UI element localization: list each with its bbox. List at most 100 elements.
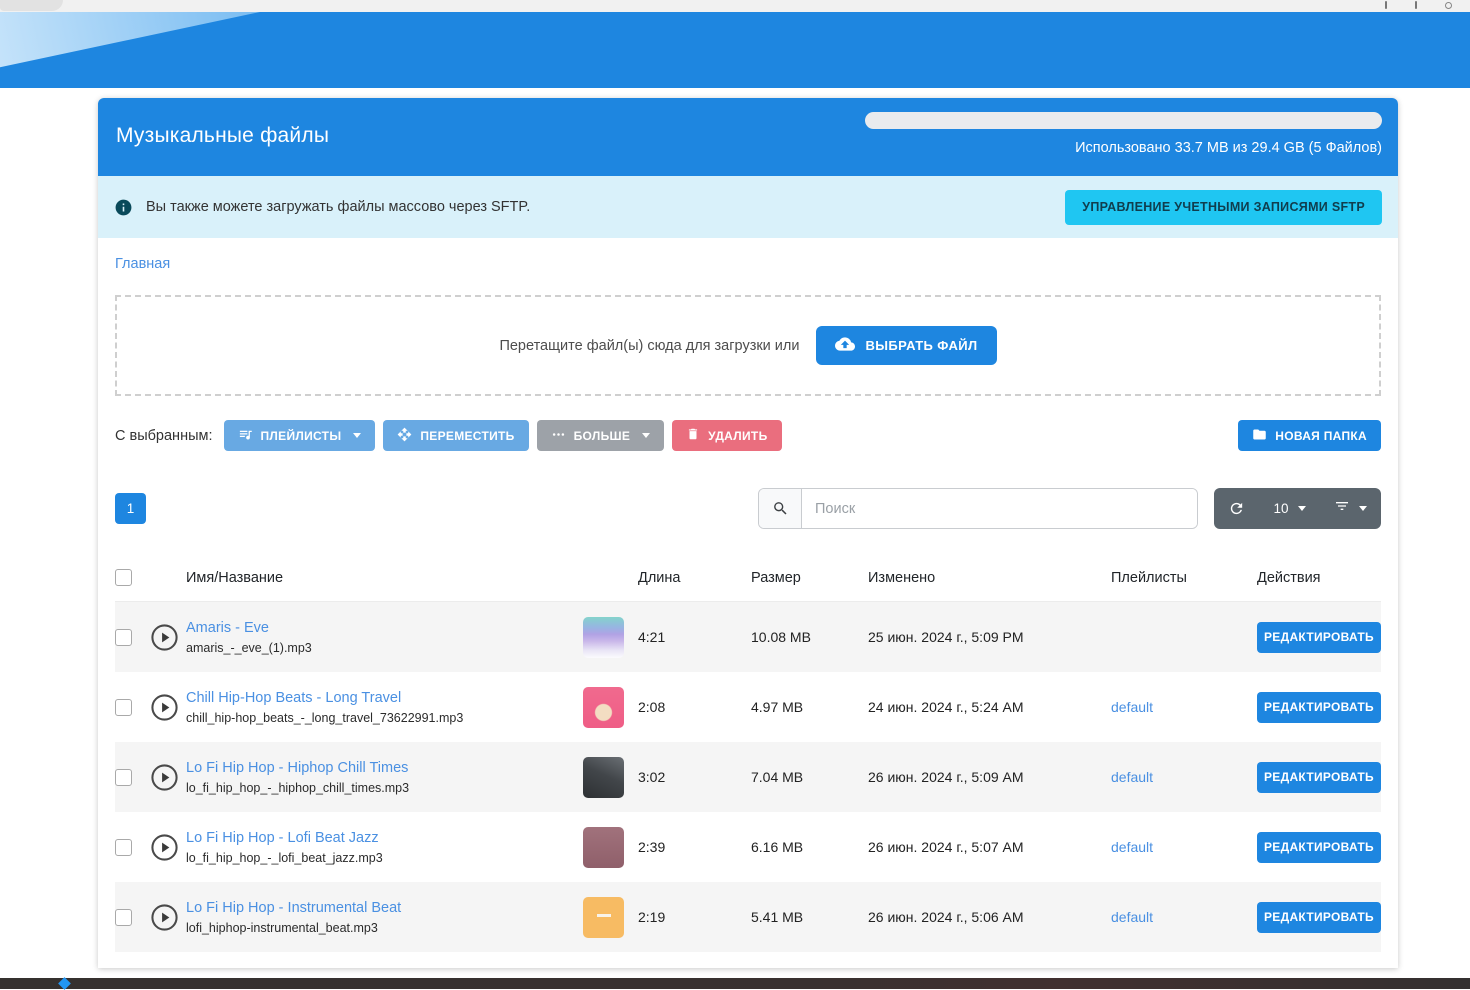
choose-file-button[interactable]: ВЫБРАТЬ ФАЙЛ <box>816 326 997 365</box>
file-title-link[interactable]: Amaris - Eve <box>186 619 269 636</box>
edit-button[interactable]: РЕДАКТИРОВАТЬ <box>1257 691 1381 723</box>
playlist-link[interactable]: default <box>1111 839 1154 855</box>
file-dropzone[interactable]: Перетащите файл(ы) сюда для загрузки или… <box>115 295 1381 396</box>
music-files-card: Музыкальные файлы Использовано 33.7 MB и… <box>98 98 1398 968</box>
file-title-link[interactable]: Chill Hip-Hop Beats - Long Travel <box>186 689 402 706</box>
edit-button[interactable]: РЕДАКТИРОВАТЬ <box>1257 761 1381 793</box>
delete-button[interactable]: УДАЛИТЬ <box>672 420 782 451</box>
row-checkbox[interactable] <box>115 908 132 926</box>
modified-cell: 24 июн. 2024 г., 5:24 AM <box>868 699 1024 715</box>
playlist-link[interactable]: default <box>1111 699 1154 715</box>
cloud-upload-icon <box>835 334 856 357</box>
file-name: lo_fi_hip_hop_-_hiphop_chill_times.mp3 <box>186 780 410 795</box>
ellipsis-icon <box>551 427 566 445</box>
page-title: Музыкальные файлы <box>116 124 330 147</box>
album-art <box>583 616 624 658</box>
dropzone-prompt: Перетащите файл(ы) сюда для загрузки или <box>499 337 800 354</box>
card-header: Музыкальные файлы Использовано 33.7 MB и… <box>98 98 1398 176</box>
play-button[interactable] <box>150 903 179 932</box>
edit-button[interactable]: РЕДАКТИРОВАТЬ <box>1257 831 1381 863</box>
search-box <box>758 488 1198 529</box>
modified-cell: 26 июн. 2024 г., 5:09 AM <box>868 769 1024 785</box>
table-row: Lo Fi Hip Hop - Instrumental Beat lofi_h… <box>115 882 1381 952</box>
browser-tab[interactable] <box>0 0 63 11</box>
header-playlists: Плейлисты <box>1111 569 1187 586</box>
header-modified: Изменено <box>868 569 936 586</box>
sort-filter-dropdown[interactable] <box>1334 498 1367 519</box>
browser-icon[interactable] <box>1415 1 1417 9</box>
file-title-link[interactable]: Lo Fi Hip Hop - Hiphop Chill Times <box>186 759 409 776</box>
chevron-down-icon <box>353 433 362 438</box>
duration-cell: 2:19 <box>638 909 666 925</box>
page-size-dropdown[interactable]: 10 <box>1273 501 1306 516</box>
row-checkbox[interactable] <box>115 838 132 856</box>
file-name: lofi_hiphop-instrumental_beat.mp3 <box>186 920 378 935</box>
modified-cell: 25 июн. 2024 г., 5:09 PM <box>868 629 1024 645</box>
browser-icon[interactable] <box>1385 1 1387 9</box>
row-checkbox[interactable] <box>115 698 132 716</box>
chevron-down-icon <box>642 433 651 438</box>
sftp-info-banner: Вы также можете загружать файлы массово … <box>98 176 1398 238</box>
size-cell: 5.41 MB <box>751 909 804 925</box>
play-button[interactable] <box>150 763 179 792</box>
header-name: Имя/Название <box>186 569 284 586</box>
modified-cell: 26 июн. 2024 г., 5:06 AM <box>868 909 1024 925</box>
bulk-actions-label: С выбранным: <box>115 427 213 444</box>
table-row: Lo Fi Hip Hop - Hiphop Chill Times lo_fi… <box>115 742 1381 812</box>
edit-button[interactable]: РЕДАКТИРОВАТЬ <box>1257 901 1381 933</box>
file-name: chill_hip-hop_beats_-_long_travel_736229… <box>186 710 464 725</box>
footer-logo-icon <box>58 977 71 990</box>
new-folder-button[interactable]: НОВАЯ ПАПКА <box>1238 420 1381 451</box>
file-title-link[interactable]: Lo Fi Hip Hop - Lofi Beat Jazz <box>186 829 379 846</box>
file-name: amaris_-_eve_(1).mp3 <box>186 640 312 655</box>
more-button[interactable]: БОЛЬШЕ <box>536 420 665 451</box>
file-name: lo_fi_hip_hop_-_lofi_beat_jazz.mp3 <box>186 850 383 865</box>
chevron-down-icon <box>1297 506 1306 511</box>
modified-cell: 26 июн. 2024 г., 5:07 AM <box>868 839 1024 855</box>
play-button[interactable] <box>150 833 179 862</box>
breadcrumb-home-link[interactable]: Главная <box>115 256 171 272</box>
play-button[interactable] <box>150 693 179 722</box>
select-all-checkbox[interactable] <box>115 569 132 586</box>
playlist-icon <box>238 427 253 445</box>
manage-sftp-accounts-button[interactable]: УПРАВЛЕНИЕ УЧЕТНЫМИ ЗАПИСЯМИ SFTP <box>1065 189 1382 225</box>
bulk-actions-row: С выбранным: ПЛЕЙЛИСТЫ ПЕРЕМЕСТИТЬ БОЛЬШ… <box>115 420 1381 451</box>
file-title-link[interactable]: Lo Fi Hip Hop - Instrumental Beat <box>186 899 402 916</box>
info-icon <box>114 198 133 217</box>
folder-icon <box>1252 427 1267 445</box>
browser-profile-icon[interactable] <box>1445 1 1452 9</box>
table-row: Amaris - Eve amaris_-_eve_(1).mp3 4:21 1… <box>115 602 1381 672</box>
playlist-link[interactable]: default <box>1111 769 1154 785</box>
duration-cell: 3:02 <box>638 769 666 785</box>
table-row: Lo Fi Hip Hop - Lofi Beat Jazz lo_fi_hip… <box>115 812 1381 882</box>
album-art <box>583 686 624 728</box>
table-header-row: Имя/Название Длина Размер Изменено Плейл… <box>115 554 1381 602</box>
header-actions: Действия <box>1257 569 1321 586</box>
row-checkbox[interactable] <box>115 628 132 646</box>
pagination-page-1[interactable]: 1 <box>115 493 146 524</box>
trash-icon <box>686 427 700 444</box>
sftp-info-text: Вы также можете загружать файлы массово … <box>146 199 531 215</box>
playlists-button[interactable]: ПЛЕЙЛИСТЫ <box>223 420 376 451</box>
search-input[interactable] <box>802 489 1197 528</box>
filter-icon <box>1334 498 1350 519</box>
header-duration: Длина <box>638 569 681 586</box>
table-row: Chill Hip-Hop Beats - Long Travel chill_… <box>115 672 1381 742</box>
breadcrumb: Главная <box>115 256 1381 272</box>
hero-banner <box>0 12 1470 88</box>
chevron-down-icon <box>1359 506 1367 511</box>
edit-button[interactable]: РЕДАКТИРОВАТЬ <box>1257 621 1381 653</box>
album-art <box>583 826 624 868</box>
page-footer <box>0 977 1470 990</box>
refresh-button[interactable] <box>1228 500 1245 517</box>
playlist-link[interactable]: default <box>1111 909 1154 925</box>
play-button[interactable] <box>150 623 179 652</box>
storage-usage-text: Использовано 33.7 MB из 29.4 GB (5 Файло… <box>1075 140 1382 156</box>
list-toolbar: 1 10 <box>115 488 1381 529</box>
duration-cell: 2:08 <box>638 699 666 715</box>
row-checkbox[interactable] <box>115 768 132 786</box>
storage-progress-bar <box>865 112 1382 129</box>
size-cell: 10.08 MB <box>751 629 811 645</box>
move-button[interactable]: ПЕРЕМЕСТИТЬ <box>383 420 529 451</box>
browser-chrome <box>0 0 1470 12</box>
